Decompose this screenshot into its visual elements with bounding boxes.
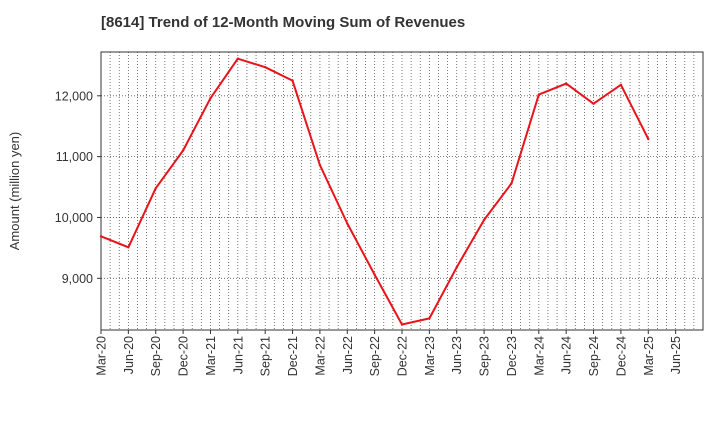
data-point [400, 323, 404, 326]
x-tick-label: Dec-24 [614, 336, 628, 376]
data-point [510, 182, 513, 185]
x-tick-label: Jun-20 [122, 336, 136, 374]
data-point [647, 137, 650, 141]
x-tick-label: Sep-22 [368, 336, 382, 376]
data-point [99, 235, 103, 238]
data-point [619, 83, 623, 87]
chart-title: [8614] Trend of 12-Month Moving Sum of R… [101, 14, 466, 31]
data-point [564, 82, 568, 85]
x-tick-label: Jun-23 [450, 336, 464, 374]
y-axis-ticks: 9,000 10,000 11,000 12,000 [55, 89, 101, 286]
data-point [154, 187, 157, 190]
y-axis-label: Amount (million yen) [7, 132, 22, 251]
data-point [209, 97, 212, 100]
x-tick-label: Mar-22 [313, 336, 327, 376]
x-tick-label: Jun-22 [341, 336, 355, 374]
data-point [592, 102, 595, 105]
data-point [236, 57, 240, 60]
data-point [346, 222, 349, 225]
data-point [263, 66, 267, 69]
x-tick-label: Dec-23 [505, 336, 519, 376]
data-point [455, 266, 458, 269]
x-tick-label: Jun-24 [560, 336, 574, 374]
data-point [318, 163, 322, 167]
data-point [537, 93, 541, 96]
y-tick-label: 9,000 [62, 272, 93, 286]
data-point [291, 79, 294, 82]
x-tick-label: Dec-21 [286, 336, 300, 376]
x-tick-label: Sep-20 [149, 336, 163, 376]
x-tick-label: Jun-25 [669, 336, 683, 374]
series-line [100, 57, 650, 326]
x-tick-label: Dec-22 [396, 336, 410, 376]
x-tick-label: Mar-25 [642, 336, 656, 376]
series-layer [99, 57, 650, 326]
data-point [373, 273, 376, 276]
x-tick-label: Dec-20 [177, 336, 191, 376]
x-tick-label: Mar-24 [532, 336, 546, 376]
data-point [127, 246, 130, 249]
y-tick-label: 10,000 [55, 211, 93, 225]
grid-lines [101, 52, 703, 330]
data-point [181, 149, 185, 152]
x-tick-label: Mar-21 [204, 336, 218, 376]
x-tick-label: Sep-21 [259, 336, 273, 376]
data-point [428, 317, 431, 320]
x-tick-label: Mar-20 [95, 336, 109, 376]
y-tick-label: 11,000 [56, 150, 93, 164]
data-point [482, 218, 486, 222]
x-tick-label: Jun-21 [231, 336, 245, 374]
x-tick-label: Mar-23 [423, 336, 437, 376]
y-tick-label: 12,000 [55, 89, 93, 103]
x-tick-label: Sep-23 [478, 336, 492, 376]
x-tick-label: Sep-24 [587, 336, 601, 376]
x-axis-ticks: Mar-20 Jun-20 Sep-20 Dec-20 Mar-21 Jun-21 Sep-… [95, 330, 683, 376]
